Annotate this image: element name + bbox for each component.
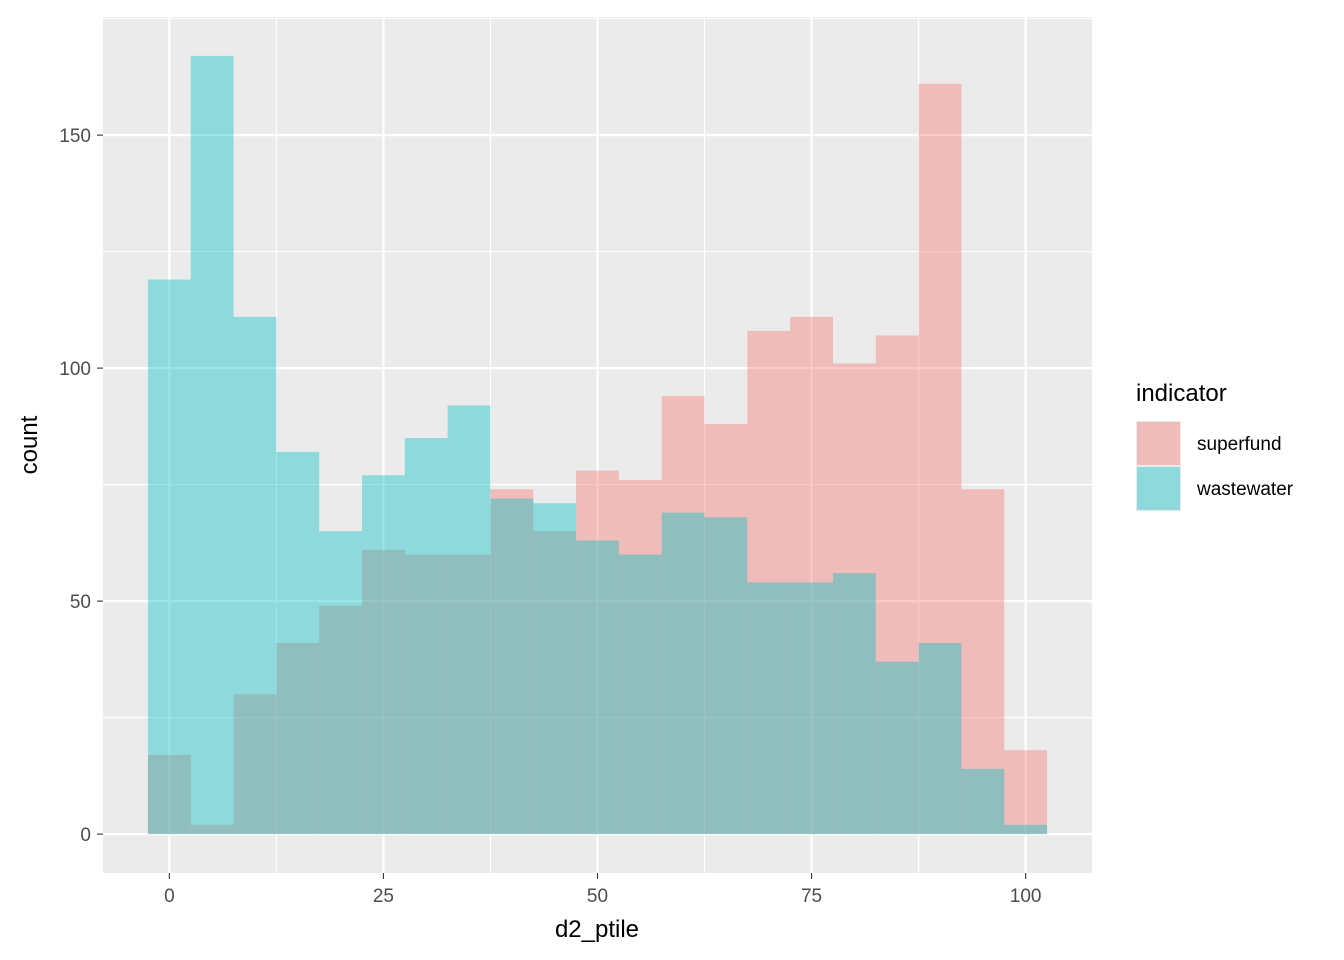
superfund-bar xyxy=(790,316,833,835)
wastewater-bar xyxy=(147,279,191,835)
legend-key-swatch xyxy=(1137,467,1180,510)
wastewater-bar xyxy=(704,517,748,835)
wastewater-bar xyxy=(233,316,277,835)
wastewater-bar xyxy=(404,438,448,835)
wastewater-bar xyxy=(190,55,234,835)
y-tick-label: 100 xyxy=(59,359,91,380)
y-tick-label: 150 xyxy=(59,126,91,147)
legend-key-background xyxy=(1136,466,1181,511)
superfund-bar xyxy=(918,83,962,835)
legend-key-swatch xyxy=(1137,422,1180,465)
x-axis-title: d2_ptile xyxy=(555,916,639,943)
series-wastewater xyxy=(147,55,1048,835)
superfund-bar xyxy=(618,479,662,835)
x-tick-label: 100 xyxy=(1010,886,1042,907)
superfund-bar xyxy=(961,489,1005,835)
wastewater-bar xyxy=(661,512,705,835)
superfund-bar xyxy=(362,549,405,835)
x-tick-label: 0 xyxy=(164,886,175,907)
legend-item-superfund: superfund xyxy=(1136,421,1282,466)
superfund-bar xyxy=(533,531,577,835)
wastewater-bar xyxy=(618,554,662,835)
wastewater-bar xyxy=(490,498,534,835)
y-tick-label: 0 xyxy=(80,825,91,846)
y-axis-title: count xyxy=(16,415,43,474)
superfund-bar xyxy=(276,643,320,835)
superfund-bar xyxy=(747,330,791,835)
wastewater-bar xyxy=(961,768,1005,835)
wastewater-bar xyxy=(832,573,876,835)
legend-key-background xyxy=(1136,421,1181,466)
x-tick-label: 25 xyxy=(373,886,394,907)
series-superfund xyxy=(147,83,1048,835)
superfund-bar xyxy=(661,396,705,835)
superfund-bar xyxy=(576,470,619,835)
legend-label: superfund xyxy=(1197,434,1282,455)
legend: indicator superfund wastewater xyxy=(1136,380,1294,511)
histogram-bars xyxy=(147,55,1048,835)
x-tick-label: 75 xyxy=(801,886,822,907)
x-tick-label: 50 xyxy=(587,886,608,907)
major-gridlines xyxy=(103,17,1092,873)
legend-title: indicator xyxy=(1136,380,1227,407)
superfund-bar xyxy=(832,363,876,835)
superfund-bar xyxy=(1004,750,1048,835)
wastewater-bar xyxy=(576,540,619,835)
y-tick-label: 50 xyxy=(70,592,91,613)
wastewater-bar xyxy=(790,582,833,835)
superfund-bar xyxy=(190,824,234,835)
wastewater-bar xyxy=(1004,824,1048,835)
wastewater-bar xyxy=(319,531,363,835)
superfund-bar xyxy=(147,754,191,835)
superfund-bar xyxy=(704,424,748,835)
legend-item-wastewater: wastewater xyxy=(1136,466,1294,511)
wastewater-bar xyxy=(362,475,405,835)
wastewater-bar xyxy=(533,503,577,835)
y-axis: 0 50 100 150 xyxy=(59,126,103,846)
superfund-bar xyxy=(233,694,277,835)
wastewater-bar xyxy=(447,405,491,835)
superfund-bar xyxy=(404,554,448,835)
wastewater-bar xyxy=(747,582,791,835)
superfund-bar xyxy=(875,335,919,835)
superfund-bar xyxy=(490,489,534,835)
wastewater-bar xyxy=(918,643,962,835)
superfund-bar xyxy=(319,605,363,835)
superfund-bar xyxy=(447,554,491,835)
x-axis: 0 25 50 75 100 xyxy=(164,873,1041,907)
wastewater-bar xyxy=(875,661,919,835)
wastewater-bar xyxy=(276,451,320,835)
legend-label: wastewater xyxy=(1196,479,1294,500)
